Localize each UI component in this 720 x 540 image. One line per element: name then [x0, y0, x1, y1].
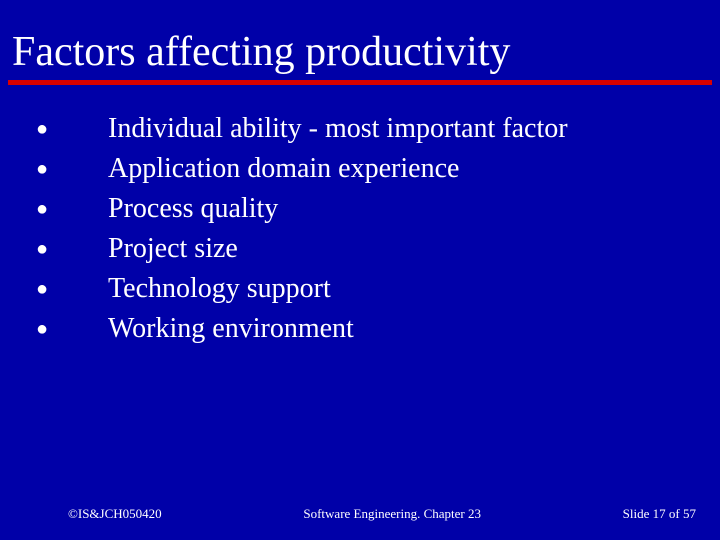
list-item: ● Technology support	[36, 271, 720, 307]
bullet-icon: ●	[36, 191, 108, 227]
bullet-icon: ●	[36, 311, 108, 347]
bullet-text: Working environment	[108, 311, 354, 347]
list-item: ● Working environment	[36, 311, 720, 347]
bullet-text: Process quality	[108, 191, 278, 227]
bullet-text: Application domain experience	[108, 151, 459, 187]
bullet-icon: ●	[36, 231, 108, 267]
bullet-icon: ●	[36, 151, 108, 187]
footer: ©IS&JCH050420 Software Engineering. Chap…	[0, 506, 720, 522]
bullet-icon: ●	[36, 271, 108, 307]
list-item: ● Application domain experience	[36, 151, 720, 187]
footer-center: Software Engineering. Chapter 23	[303, 506, 481, 522]
bullet-icon: ●	[36, 111, 108, 147]
list-item: ● Process quality	[36, 191, 720, 227]
list-item: ● Individual ability - most important fa…	[36, 111, 720, 147]
bullet-text: Individual ability - most important fact…	[108, 111, 568, 147]
bullet-list: ● Individual ability - most important fa…	[0, 85, 720, 347]
list-item: ● Project size	[36, 231, 720, 267]
slide-title: Factors affecting productivity	[12, 28, 720, 76]
footer-left: ©IS&JCH050420	[68, 506, 162, 522]
footer-right: Slide 17 of 57	[623, 506, 696, 522]
bullet-text: Technology support	[108, 271, 331, 307]
title-area: Factors affecting productivity	[0, 0, 720, 76]
bullet-text: Project size	[108, 231, 238, 267]
